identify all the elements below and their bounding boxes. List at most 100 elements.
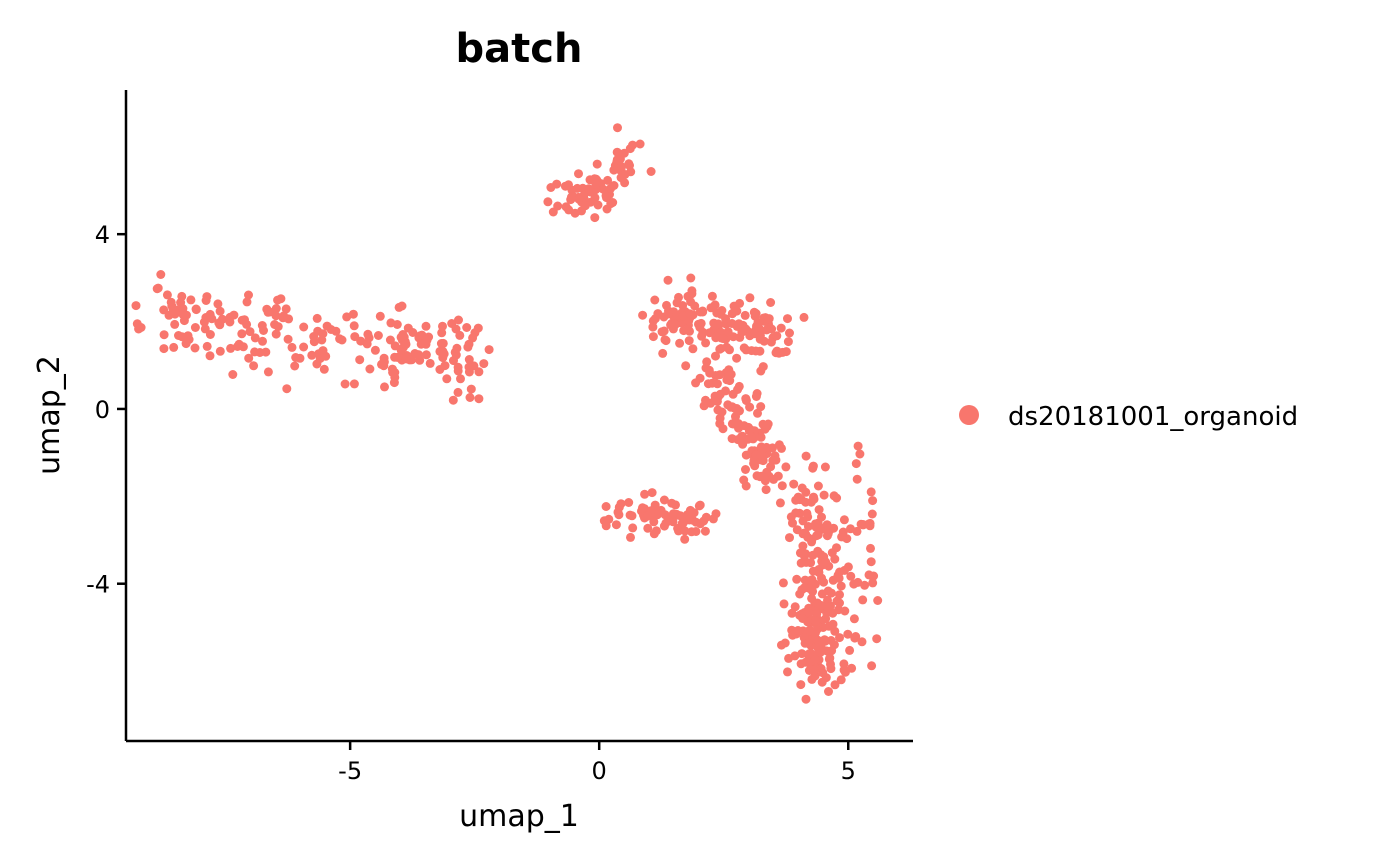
scatter-point [810,519,820,529]
scatter-point [287,342,297,352]
scatter-point [464,339,474,349]
scatter-point [617,162,627,172]
scatter-point [721,314,731,324]
scatter-point [751,392,761,401]
scatter-point [717,306,727,315]
scatter-point [778,578,788,588]
scatter-point [646,167,656,176]
scatter-point [349,321,359,331]
scatter-point [435,365,445,374]
scatter-point [462,323,472,332]
scatter-point [648,322,658,332]
scatter-point [812,625,822,635]
scatter-point [271,329,281,339]
scatter-point [798,541,808,551]
scatter-point [772,331,782,341]
scatter-point [796,680,806,690]
scatter-point [616,173,626,183]
scatter-point [335,334,345,344]
scatter-point [159,344,169,354]
scatter-point [866,487,876,497]
scatter-point [766,298,776,307]
scatter-point [866,557,876,567]
scatter-point [226,343,236,353]
scatter-point [864,570,874,580]
scatter-point [242,297,252,307]
scatter-point [454,315,463,325]
scatter-point [684,336,694,346]
scatter-point [213,299,223,309]
scatter-point [824,687,833,696]
scatter-point [613,123,622,133]
x-axis-ticks: -5 0 5 [338,741,856,785]
scatter-point [867,661,877,671]
scatter-point [169,342,179,352]
scatter-point [700,526,710,536]
y-axis-label: umap_2 [32,355,67,475]
scatter-point [801,694,811,704]
scatter-point [822,520,832,530]
legend: ds20181001_organoid [959,402,1298,432]
scatter-point [259,326,268,335]
scatter-point [651,526,661,536]
scatter-point [156,270,166,279]
scatter-point [813,635,823,645]
scatter-point [456,374,465,384]
scatter-point [215,306,225,316]
scatter-point [771,348,781,358]
scatter-point [153,283,163,293]
y-tick-label: -4 [86,571,110,599]
scatter-point [131,301,141,311]
scatter-point [273,322,283,332]
scatter-point [735,298,745,308]
scatter-point [283,334,293,344]
scatter-point [663,309,673,319]
scatter-point [132,319,142,329]
scatter-point [865,518,875,528]
scatter-point [626,532,635,542]
scatter-point [625,161,634,170]
scatter-point [281,304,291,314]
scatter-point [853,441,863,451]
scatter-point [740,310,750,320]
scatter-point [670,320,680,329]
scatter-point [845,645,855,655]
scatter-point [728,389,738,399]
legend-label: ds20181001_organoid [1008,402,1298,432]
scatter-point [199,317,209,327]
scatter-point [789,479,799,489]
scatter-point [785,533,794,543]
scatter-point [830,626,840,636]
scatter-point [687,286,697,296]
scatter-point [799,583,809,593]
scatter-point [751,450,761,460]
scatter-point [769,474,779,484]
scatter-point [648,332,658,342]
scatter-point [835,633,844,643]
scatter-point [447,319,457,328]
scatter-point [751,346,761,356]
scatter-point [609,181,619,190]
scatter-point [350,332,360,342]
scatter-point [628,523,638,533]
scatter-point [701,512,711,522]
scatter-point [177,291,187,301]
scatter-point [741,396,751,406]
x-axis-label: umap_1 [459,799,579,834]
scatter-point [365,364,375,374]
scatter-point [832,543,841,553]
scatter-point [804,608,814,618]
chart-title: batch [456,26,583,72]
scatter-point [688,344,698,354]
scatter-point [766,462,776,472]
scatter-point [635,139,645,149]
scatter-point [763,419,773,429]
x-tick-label: 5 [841,757,856,785]
scatter-point [857,637,867,647]
scatter-point [237,315,247,325]
scatter-point [319,364,329,374]
scatter-point [820,462,830,472]
scatter-point [449,356,458,366]
scatter-point [438,338,448,348]
